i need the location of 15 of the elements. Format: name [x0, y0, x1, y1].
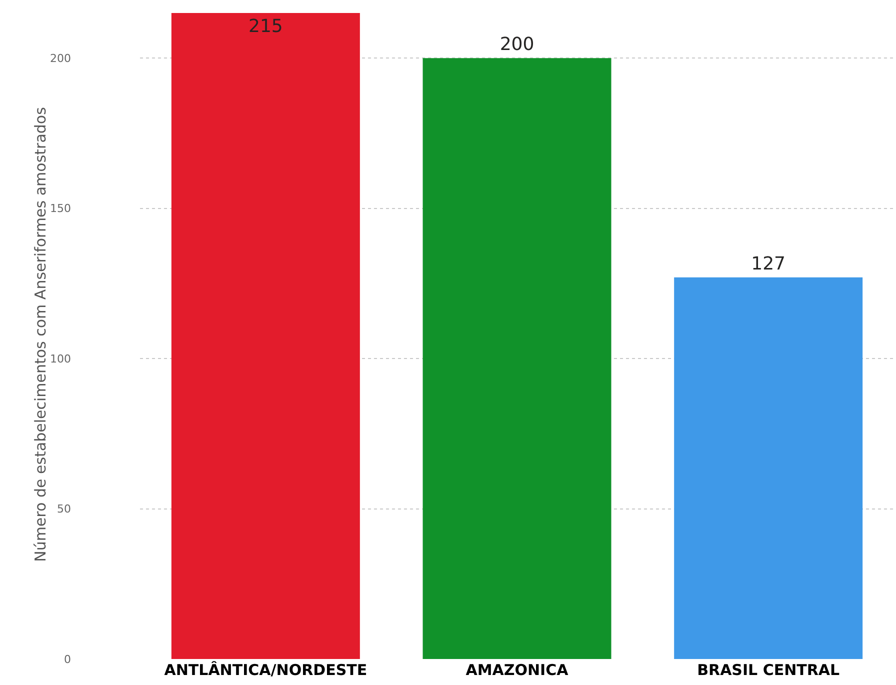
y-tick-label: 50 — [57, 502, 71, 516]
y-tick-label: 100 — [50, 352, 71, 366]
data-label: 200 — [500, 34, 534, 56]
data-label: 215 — [248, 16, 283, 37]
bar — [674, 277, 863, 659]
x-tick-label: AMAZONICA — [466, 661, 569, 679]
bar — [171, 13, 360, 659]
y-axis-title: Número de estabelecimentos com Anseriformes amostrados — [31, 106, 50, 562]
y-tick-label: 200 — [50, 52, 71, 65]
y-tick-label: 0 — [64, 652, 71, 666]
bar — [422, 58, 612, 659]
x-tick-label: ANTLÂNTICA/NORDESTE — [164, 661, 368, 679]
y-tick-label: 150 — [50, 202, 71, 216]
x-tick-label: BRASIL CENTRAL — [697, 661, 840, 679]
data-label: 127 — [751, 253, 786, 274]
